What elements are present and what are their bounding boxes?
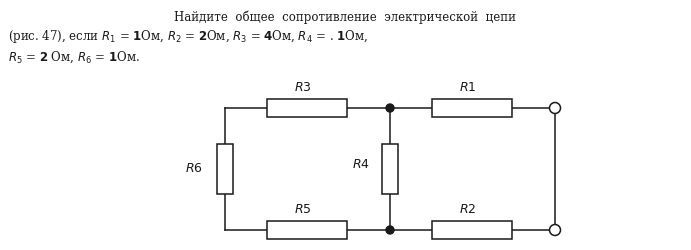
Text: $R3$: $R3$ xyxy=(294,81,312,94)
Circle shape xyxy=(386,226,394,234)
Bar xyxy=(267,221,348,239)
Text: $R_5$ = $\bf{2}$ Ом, $R_6$ = $\bf{1}$Ом.: $R_5$ = $\bf{2}$ Ом, $R_6$ = $\bf{1}$Ом. xyxy=(8,50,140,66)
Bar xyxy=(382,144,398,194)
Text: $R2$: $R2$ xyxy=(459,203,476,216)
Bar xyxy=(217,144,233,194)
Circle shape xyxy=(386,104,394,112)
Text: $R6$: $R6$ xyxy=(185,162,203,175)
Text: $R1$: $R1$ xyxy=(459,81,476,94)
Text: Найдите  общее  сопротивление  электрической  цепи: Найдите общее сопротивление электрическо… xyxy=(174,10,516,24)
Bar xyxy=(433,221,513,239)
Text: (рис. 47), если $R_1$ = $\bf{1}$Ом, $R_2$ = $\bf{2}$Ом, $R_3$ = $\bf{4}$Ом, $R_4: (рис. 47), если $R_1$ = $\bf{1}$Ом, $R_2… xyxy=(8,28,368,45)
Circle shape xyxy=(549,102,560,114)
Bar xyxy=(433,99,513,117)
Text: $R4$: $R4$ xyxy=(352,158,370,170)
Text: $R5$: $R5$ xyxy=(294,203,311,216)
Circle shape xyxy=(549,224,560,235)
Bar xyxy=(267,99,348,117)
